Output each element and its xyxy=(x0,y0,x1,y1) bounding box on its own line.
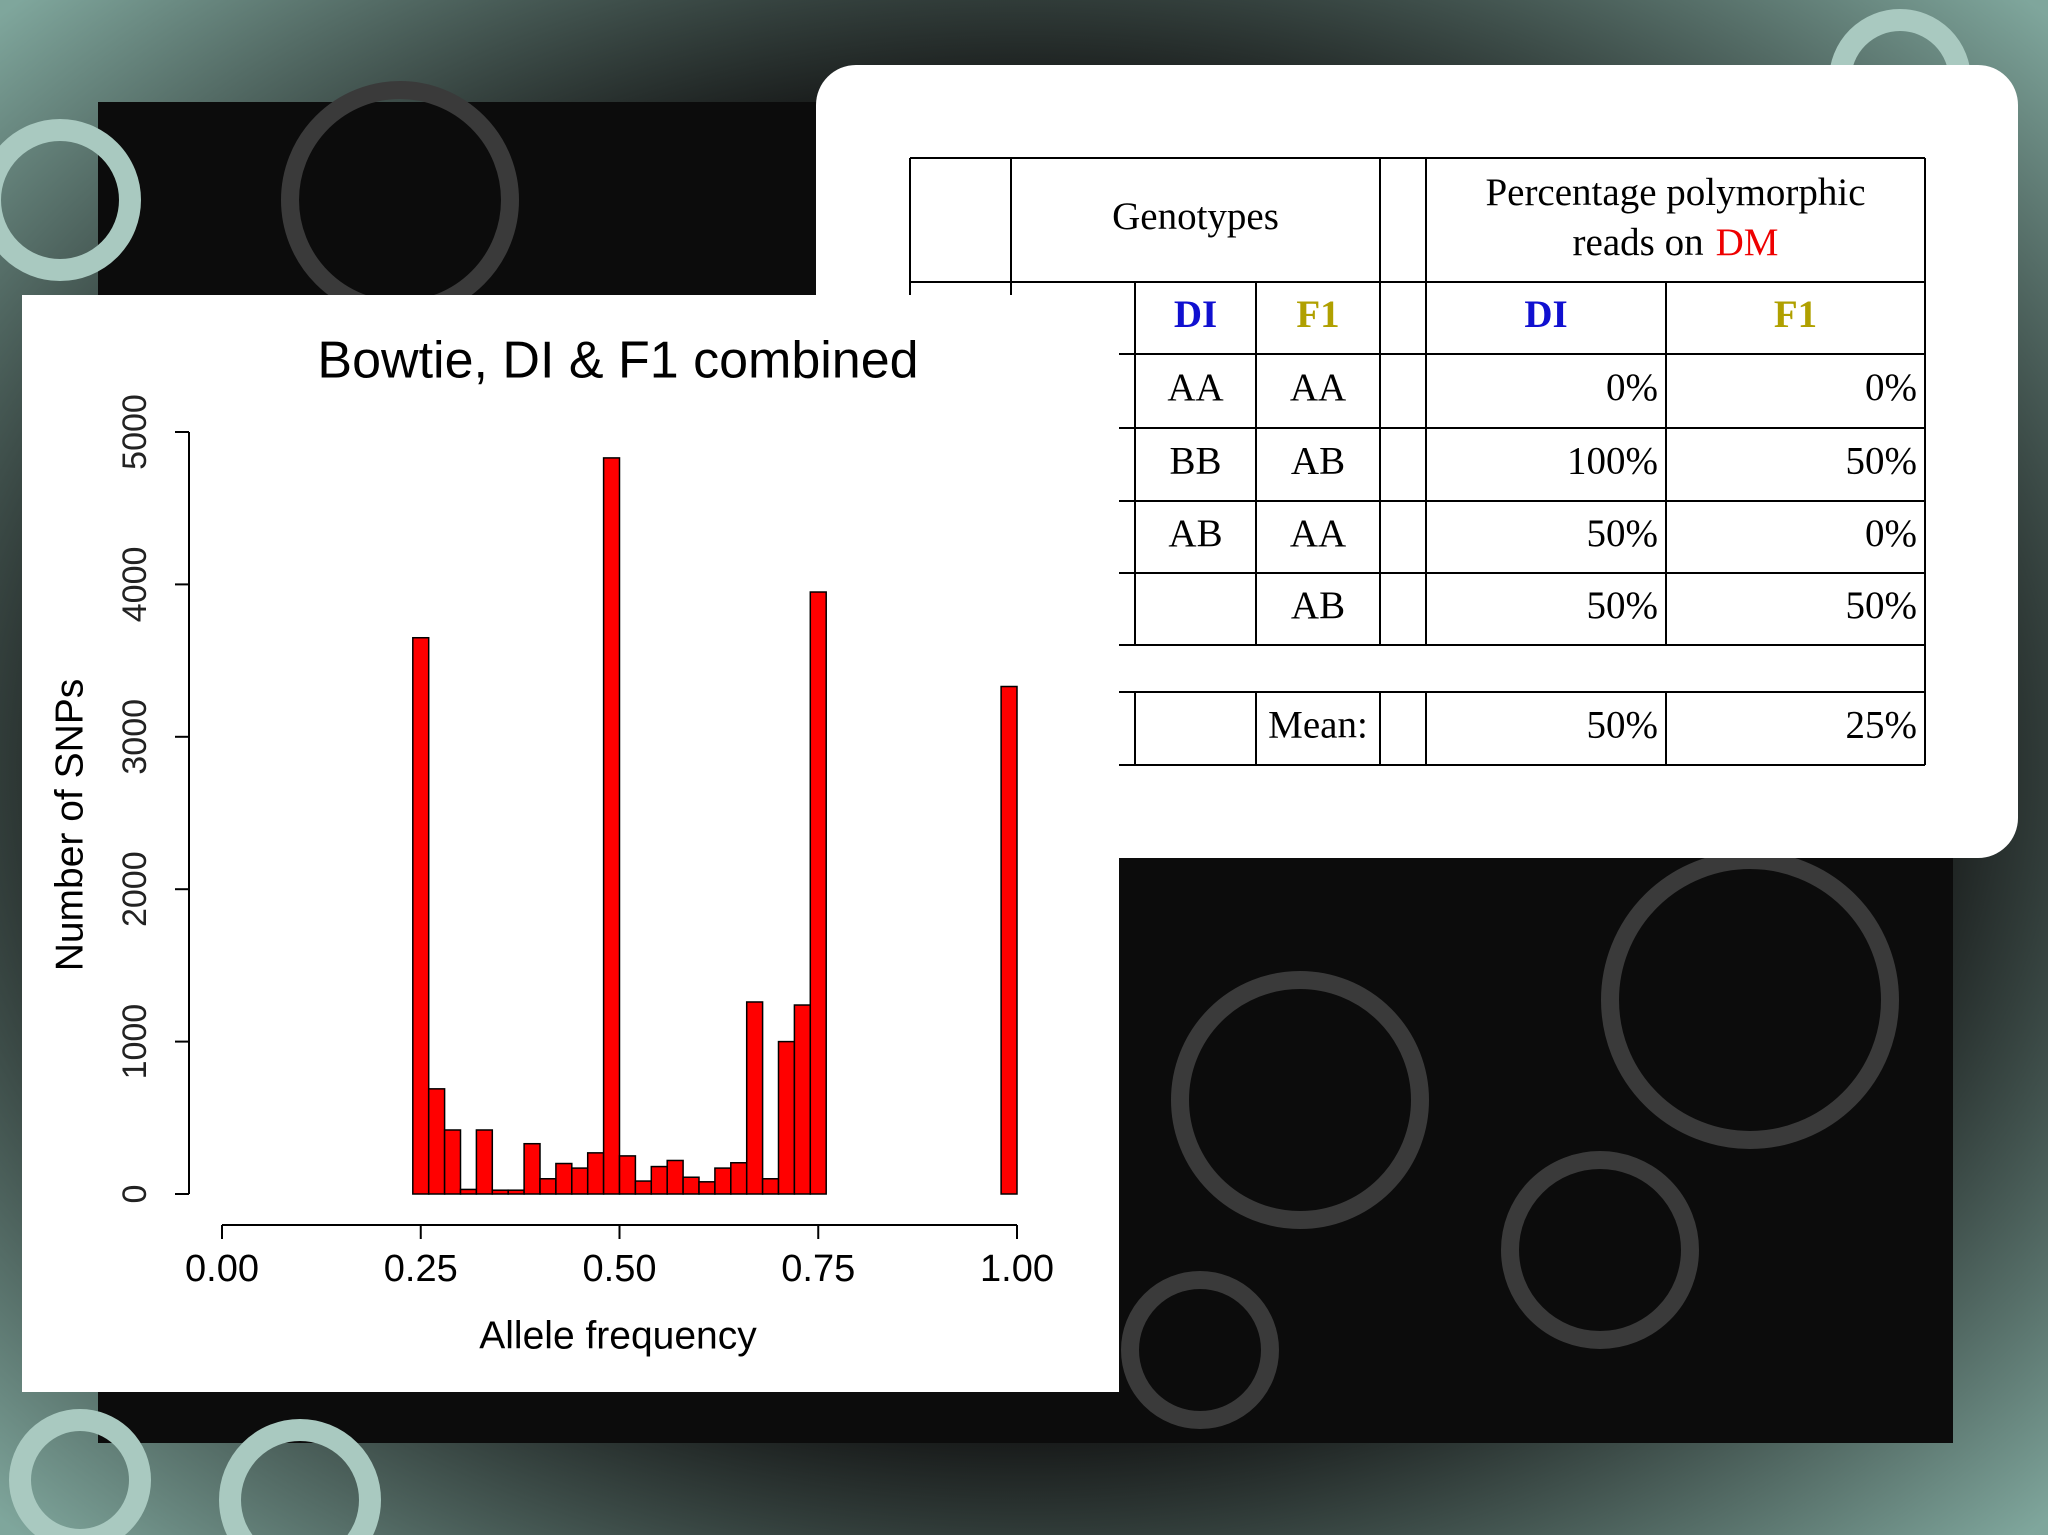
bar xyxy=(730,1162,748,1195)
bar xyxy=(602,457,621,1195)
y-tick-label: 5000 xyxy=(116,394,154,470)
table-cell: 0% xyxy=(1865,366,1917,409)
table-cell: 25% xyxy=(1846,703,1918,746)
bar xyxy=(555,1162,573,1195)
bar xyxy=(745,1001,764,1195)
x-axis-label: Allele frequency xyxy=(479,1314,757,1357)
chart-title: Bowtie, DI & F1 combined xyxy=(317,332,918,390)
y-tick-label: 3000 xyxy=(116,699,154,775)
table-cell: 50% xyxy=(1846,584,1918,627)
bar xyxy=(1000,685,1018,1195)
bar xyxy=(459,1188,478,1195)
bar xyxy=(777,1040,796,1195)
table-cell: Mean: xyxy=(1268,703,1368,746)
table-cell: AA xyxy=(1290,366,1346,409)
bar xyxy=(698,1181,716,1195)
table-cell: 50% xyxy=(1587,512,1659,555)
bar xyxy=(634,1180,653,1195)
chart: Bowtie, DI & F1 combined Allele frequenc… xyxy=(48,332,1054,1358)
x-tick-label: 0.50 xyxy=(583,1248,657,1290)
bar xyxy=(714,1167,732,1195)
x-tick-label: 0.25 xyxy=(384,1248,458,1290)
table-header: reads on xyxy=(1573,221,1704,264)
table-cell: 0% xyxy=(1865,512,1917,555)
table-subheader: F1 xyxy=(1774,293,1817,336)
table-header: Percentage polymorphic xyxy=(1485,171,1865,214)
y-axis-label: Number of SNPs xyxy=(48,679,91,972)
bar xyxy=(618,1155,637,1195)
table-cell: 0% xyxy=(1606,366,1658,409)
table-cell: AA xyxy=(1167,366,1223,409)
y-tick-label: 0 xyxy=(116,1185,154,1204)
bar xyxy=(412,636,430,1195)
bar xyxy=(793,1004,812,1195)
chart-panel xyxy=(22,295,1119,1392)
table-cell: AB xyxy=(1168,512,1222,555)
table-cell: AB xyxy=(1291,584,1345,627)
bar xyxy=(443,1129,462,1195)
table-subheader: F1 xyxy=(1296,293,1339,336)
bar xyxy=(682,1176,700,1195)
y-tick-label: 4000 xyxy=(116,547,154,623)
table-cell: 50% xyxy=(1846,439,1918,482)
bar xyxy=(571,1167,589,1195)
bar xyxy=(761,1178,780,1195)
x-tick-label: 1.00 xyxy=(980,1248,1054,1290)
bar xyxy=(523,1142,541,1195)
table-subheader: DI xyxy=(1174,293,1217,336)
table-cell: BB xyxy=(1169,439,1221,482)
table-cell: 50% xyxy=(1587,703,1659,746)
bar xyxy=(427,1088,446,1195)
bar xyxy=(809,591,827,1195)
bar xyxy=(666,1159,684,1195)
y-tick-label: 2000 xyxy=(116,851,154,927)
table-cell: 50% xyxy=(1587,584,1659,627)
y-tick-label: 1000 xyxy=(116,1004,154,1080)
bar xyxy=(507,1189,525,1195)
table-cell: AB xyxy=(1291,439,1345,482)
table-header: reads on DM xyxy=(1573,221,1779,264)
bar xyxy=(586,1152,605,1195)
table-cell: 100% xyxy=(1567,439,1658,482)
table-header: Genotypes xyxy=(1112,195,1279,238)
table-subheader: DI xyxy=(1524,293,1567,336)
table-cell: AA xyxy=(1290,512,1346,555)
bar xyxy=(650,1165,668,1195)
bar xyxy=(539,1178,557,1195)
bar xyxy=(491,1189,509,1195)
x-tick-label: 0.00 xyxy=(185,1248,259,1290)
x-tick-label: 0.75 xyxy=(781,1248,855,1290)
table-header-highlight: DM xyxy=(1716,221,1779,264)
bar xyxy=(475,1129,494,1195)
